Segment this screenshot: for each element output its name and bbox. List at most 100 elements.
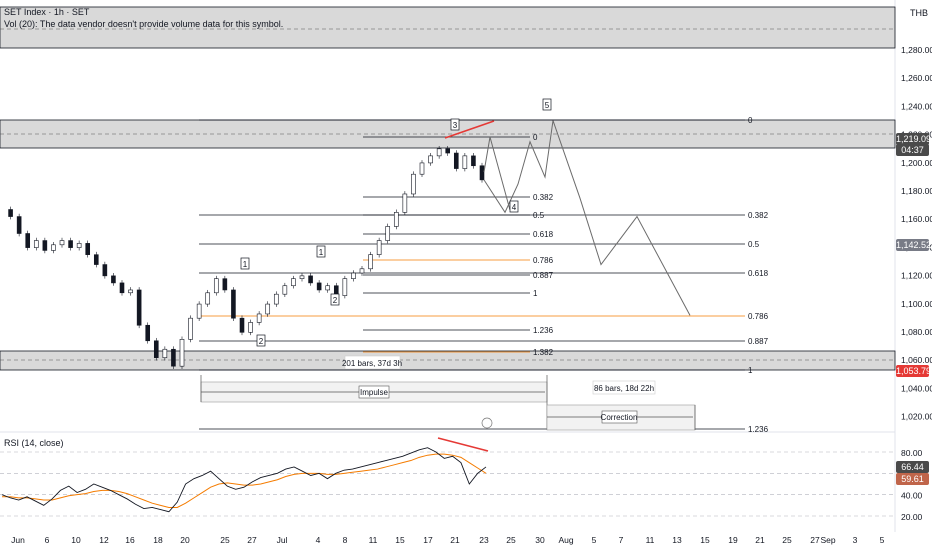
candle-body xyxy=(385,226,391,241)
fib-extension-label: 0.887 xyxy=(748,337,769,346)
candle-body xyxy=(299,275,305,279)
fib-retracement-label: 0.5 xyxy=(533,211,545,220)
range-2-label: 86 bars, 18d 22h xyxy=(594,384,654,393)
wave-label: 2 xyxy=(259,337,264,346)
candle-body xyxy=(145,324,151,342)
candle-body xyxy=(359,268,365,274)
currency-label[interactable]: THB xyxy=(910,8,928,18)
price-tick-label: 1,260.00 xyxy=(901,73,932,83)
price-candles xyxy=(8,120,495,370)
fib-retracement-label: 0.618 xyxy=(533,230,554,239)
wave-label-box xyxy=(240,257,250,270)
candle-body xyxy=(111,275,116,284)
impulse-label: Impulse xyxy=(360,388,389,397)
wave-label-box xyxy=(509,200,519,213)
candle-body xyxy=(119,282,125,294)
candle-body xyxy=(436,148,442,157)
price-tick-label: 1,020.00 xyxy=(901,412,932,422)
fib-extension-label: 1.236 xyxy=(748,425,769,434)
candle-body xyxy=(393,212,399,227)
candle-body xyxy=(351,272,356,279)
time-tick-label: 15 xyxy=(395,535,405,545)
time-tick-label: 11 xyxy=(369,535,378,545)
time-tick-label: 27 xyxy=(247,535,257,545)
candle-body xyxy=(51,244,56,251)
wave-path xyxy=(483,136,511,211)
candle-body xyxy=(76,243,82,248)
candle-body xyxy=(462,155,468,169)
candle-body xyxy=(231,289,236,319)
time-tick-label: 3 xyxy=(853,535,858,545)
time-tick-label: 12 xyxy=(99,535,109,545)
time-tick-label: 11 xyxy=(646,535,655,545)
candle-body xyxy=(136,289,142,326)
candle-body xyxy=(342,278,348,296)
price-tick-label: 1,040.00 xyxy=(901,383,932,393)
price-tick-label: 1,080.00 xyxy=(901,327,932,337)
support-zone xyxy=(0,350,896,371)
fib-retracement-label: 0.786 xyxy=(533,256,554,265)
candle-body xyxy=(213,278,219,294)
fib-extension-label: 1 xyxy=(748,366,753,375)
projection-line xyxy=(483,120,691,316)
rsi-tick-label: 40.00 xyxy=(901,491,923,501)
candle-body xyxy=(85,243,91,255)
price-tick-label: 1,240.00 xyxy=(901,101,932,111)
time-tick-label: 6 xyxy=(45,535,50,545)
candle-body xyxy=(325,285,331,291)
range-1-box xyxy=(344,355,401,370)
time-tick-label: Jul xyxy=(277,535,288,545)
wave-label: 3 xyxy=(453,121,458,130)
price-tick-label: 1,280.00 xyxy=(901,45,932,55)
range-1-label: 201 bars, 37d 3h xyxy=(342,359,402,368)
candle-body xyxy=(376,240,382,255)
range-annotations: 201 bars, 37d 3h 86 bars, 18d 22h Impulse C… xyxy=(200,355,696,431)
symbol-title[interactable]: SET Index · 1h · SET xyxy=(4,7,90,17)
time-tick-label: 30 xyxy=(535,535,545,545)
price-tick-label: 1,060.00 xyxy=(901,355,932,365)
candle-body xyxy=(282,285,288,295)
time-tick-label: 25 xyxy=(220,535,230,545)
time-tick-label: Aug xyxy=(558,535,573,545)
wave-label-box xyxy=(542,98,552,111)
fib-retracement-label: 0.382 xyxy=(533,193,554,202)
candle-body xyxy=(188,317,193,340)
wave-label-box xyxy=(256,334,266,347)
volume-note: Vol (20): The data vendor doesn't provid… xyxy=(4,19,284,29)
candle-body xyxy=(256,313,262,323)
time-tick-label: 21 xyxy=(755,535,765,545)
rsi-tick-label: 80.00 xyxy=(901,448,923,458)
candle-body xyxy=(239,317,245,333)
time-tick-label: 20 xyxy=(180,535,190,545)
candle-body xyxy=(273,293,279,305)
wave-label: 2 xyxy=(333,296,338,305)
fib-retracement-label: 1 xyxy=(533,289,538,298)
candle-body xyxy=(428,155,433,164)
fib-retracement-label: 1.236 xyxy=(533,326,554,335)
fibonacci-levels: 0 0.382 0.5 0.618 0.786 0.887 1 1.236 1.382 0 0.38… xyxy=(199,116,769,434)
rsi-pane xyxy=(0,437,895,517)
price-tick-label: 1,100.00 xyxy=(901,299,932,309)
fib-extension-label: 0.786 xyxy=(748,312,769,321)
wave-label: 1 xyxy=(319,248,324,257)
candle-body xyxy=(453,152,459,169)
candle-body xyxy=(68,240,73,248)
rsi-value-badge: 66.44 xyxy=(896,461,929,473)
candle-body xyxy=(25,233,31,248)
correction-label: Correction xyxy=(601,413,638,422)
range-2-box xyxy=(592,380,656,395)
rsi-label[interactable]: RSI (14, close) xyxy=(4,438,64,448)
wave-label: 4 xyxy=(512,203,517,212)
candle-body xyxy=(8,209,13,217)
fib-retracement-label: 0 xyxy=(533,133,538,142)
price-divergence-line xyxy=(444,120,495,139)
time-tick-label: 25 xyxy=(782,535,792,545)
price-tick-label: 1,120.00 xyxy=(901,271,932,281)
candle-body xyxy=(308,275,313,284)
time-tick-label: 4 xyxy=(316,535,321,545)
time-tick-label: 16 xyxy=(125,535,135,545)
time-tick-label: 25 xyxy=(506,535,516,545)
wave-label: 5 xyxy=(545,101,550,110)
